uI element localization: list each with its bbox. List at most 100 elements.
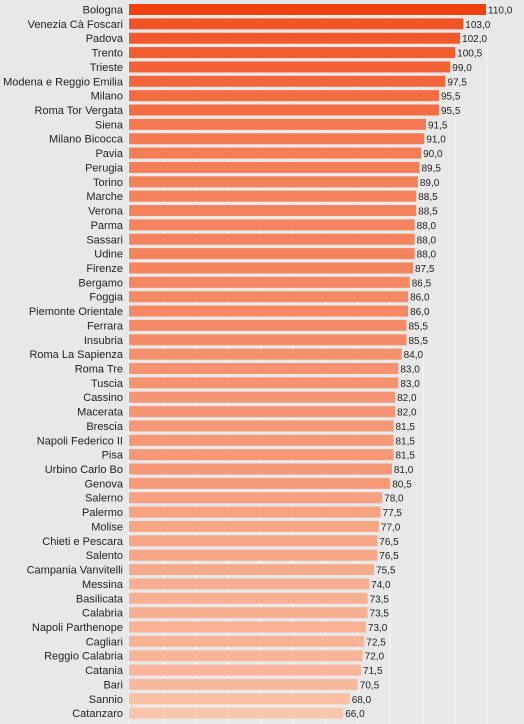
value-label-14: 88,5 <box>418 207 438 218</box>
value-label-39: 75,5 <box>376 566 396 577</box>
bar-23 <box>129 334 407 346</box>
value-label-5: 97,5 <box>447 77 467 88</box>
value-label-41: 73,5 <box>370 594 390 605</box>
category-label-13: Marche <box>86 191 123 203</box>
category-label-1: Venezia Cà Foscari <box>28 19 123 31</box>
category-label-38: Salento <box>86 550 123 562</box>
value-label-20: 86,0 <box>410 293 430 304</box>
value-label-22: 85,5 <box>408 321 428 332</box>
value-label-37: 76,5 <box>379 537 399 548</box>
bar-25 <box>129 363 399 374</box>
bar-2 <box>129 32 461 44</box>
bar-10 <box>129 147 422 159</box>
value-label-8: 91,5 <box>428 120 448 131</box>
bar-45 <box>129 650 363 662</box>
bar-9 <box>129 133 425 145</box>
value-label-40: 74,0 <box>371 580 391 591</box>
bar-38 <box>129 549 378 561</box>
value-label-21: 86,0 <box>410 307 430 318</box>
bar-42 <box>129 607 368 619</box>
value-label-4: 99,0 <box>452 63 472 74</box>
value-label-30: 81,5 <box>396 436 416 447</box>
bar-39 <box>129 564 375 576</box>
category-label-46: Catania <box>85 665 124 677</box>
category-label-35: Palermo <box>82 507 123 519</box>
category-label-5: Modena e Reggio Emilia <box>3 76 124 88</box>
bar-30 <box>129 434 394 446</box>
category-label-36: Molise <box>91 521 123 533</box>
bar-19 <box>129 276 410 288</box>
category-label-26: Tuscia <box>91 378 124 390</box>
bar-3 <box>129 47 456 59</box>
value-label-28: 82,0 <box>397 408 417 419</box>
category-label-17: Udine <box>94 249 123 261</box>
category-label-14: Verona <box>88 206 124 218</box>
category-label-6: Milano <box>91 91 123 103</box>
category-label-40: Messina <box>82 579 124 591</box>
category-label-49: Catanzaro <box>72 708 123 720</box>
category-label-4: Trieste <box>90 62 123 74</box>
value-label-26: 83,0 <box>400 379 420 390</box>
value-label-12: 89,0 <box>420 178 440 189</box>
bar-14 <box>129 205 417 217</box>
value-label-38: 76,5 <box>379 551 399 562</box>
bar-6 <box>129 90 439 102</box>
category-label-45: Reggio Calabria <box>44 651 124 663</box>
bar-15 <box>129 219 415 231</box>
category-label-15: Parma <box>91 220 124 232</box>
value-label-33: 80,5 <box>392 479 412 490</box>
bar-36 <box>129 520 379 532</box>
bar-16 <box>129 233 415 245</box>
value-label-3: 100,5 <box>457 49 482 60</box>
bar-21 <box>129 305 409 317</box>
value-label-18: 87,5 <box>415 264 435 275</box>
bar-7 <box>129 104 439 116</box>
bar-5 <box>129 75 446 87</box>
value-label-13: 88,5 <box>418 192 438 203</box>
category-label-48: Sannio <box>89 694 123 706</box>
bar-24 <box>129 348 402 360</box>
value-label-9: 91,0 <box>426 135 446 146</box>
value-label-36: 77,0 <box>381 522 401 533</box>
category-label-0: Bologna <box>83 5 124 17</box>
value-label-48: 68,0 <box>352 695 372 706</box>
category-label-41: Basilicata <box>76 593 124 605</box>
value-label-6: 95,5 <box>441 92 461 103</box>
category-label-33: Genova <box>84 478 123 490</box>
value-label-0: 110,0 <box>488 6 513 17</box>
category-label-19: Bergamo <box>78 277 123 289</box>
category-label-10: Pavia <box>95 148 123 160</box>
value-label-11: 89,5 <box>421 163 441 174</box>
value-label-31: 81,5 <box>396 451 416 462</box>
value-label-27: 82,0 <box>397 393 417 404</box>
bar-0 <box>129 4 486 15</box>
bar-48 <box>129 693 350 705</box>
value-label-24: 84,0 <box>404 350 424 361</box>
bar-28 <box>129 406 396 418</box>
category-label-44: Cagliari <box>86 636 123 648</box>
bar-26 <box>129 377 399 389</box>
category-label-32: Urbino Carlo Bo <box>45 464 123 476</box>
bar-29 <box>129 420 394 432</box>
bar-41 <box>129 592 368 604</box>
bar-33 <box>129 477 391 489</box>
category-label-42: Calabria <box>82 608 124 620</box>
value-label-1: 103,0 <box>465 20 490 31</box>
category-label-47: Bari <box>103 679 123 691</box>
category-label-43: Napoli Parthenope <box>32 622 123 634</box>
value-label-46: 71,5 <box>363 666 383 677</box>
bar-1 <box>129 18 464 30</box>
bar-40 <box>129 578 370 590</box>
bar-32 <box>129 463 392 475</box>
value-label-19: 86,5 <box>412 278 432 289</box>
category-label-22: Ferrara <box>87 320 124 332</box>
category-label-39: Campania Vanvitelli <box>27 565 123 577</box>
bar-34 <box>129 492 383 504</box>
category-label-7: Roma Tor Vergata <box>35 105 124 117</box>
bar-43 <box>129 621 366 633</box>
bars <box>129 4 486 719</box>
category-label-20: Foggia <box>89 292 124 304</box>
value-label-16: 88,0 <box>417 235 437 246</box>
category-label-27: Cassino <box>83 392 123 404</box>
